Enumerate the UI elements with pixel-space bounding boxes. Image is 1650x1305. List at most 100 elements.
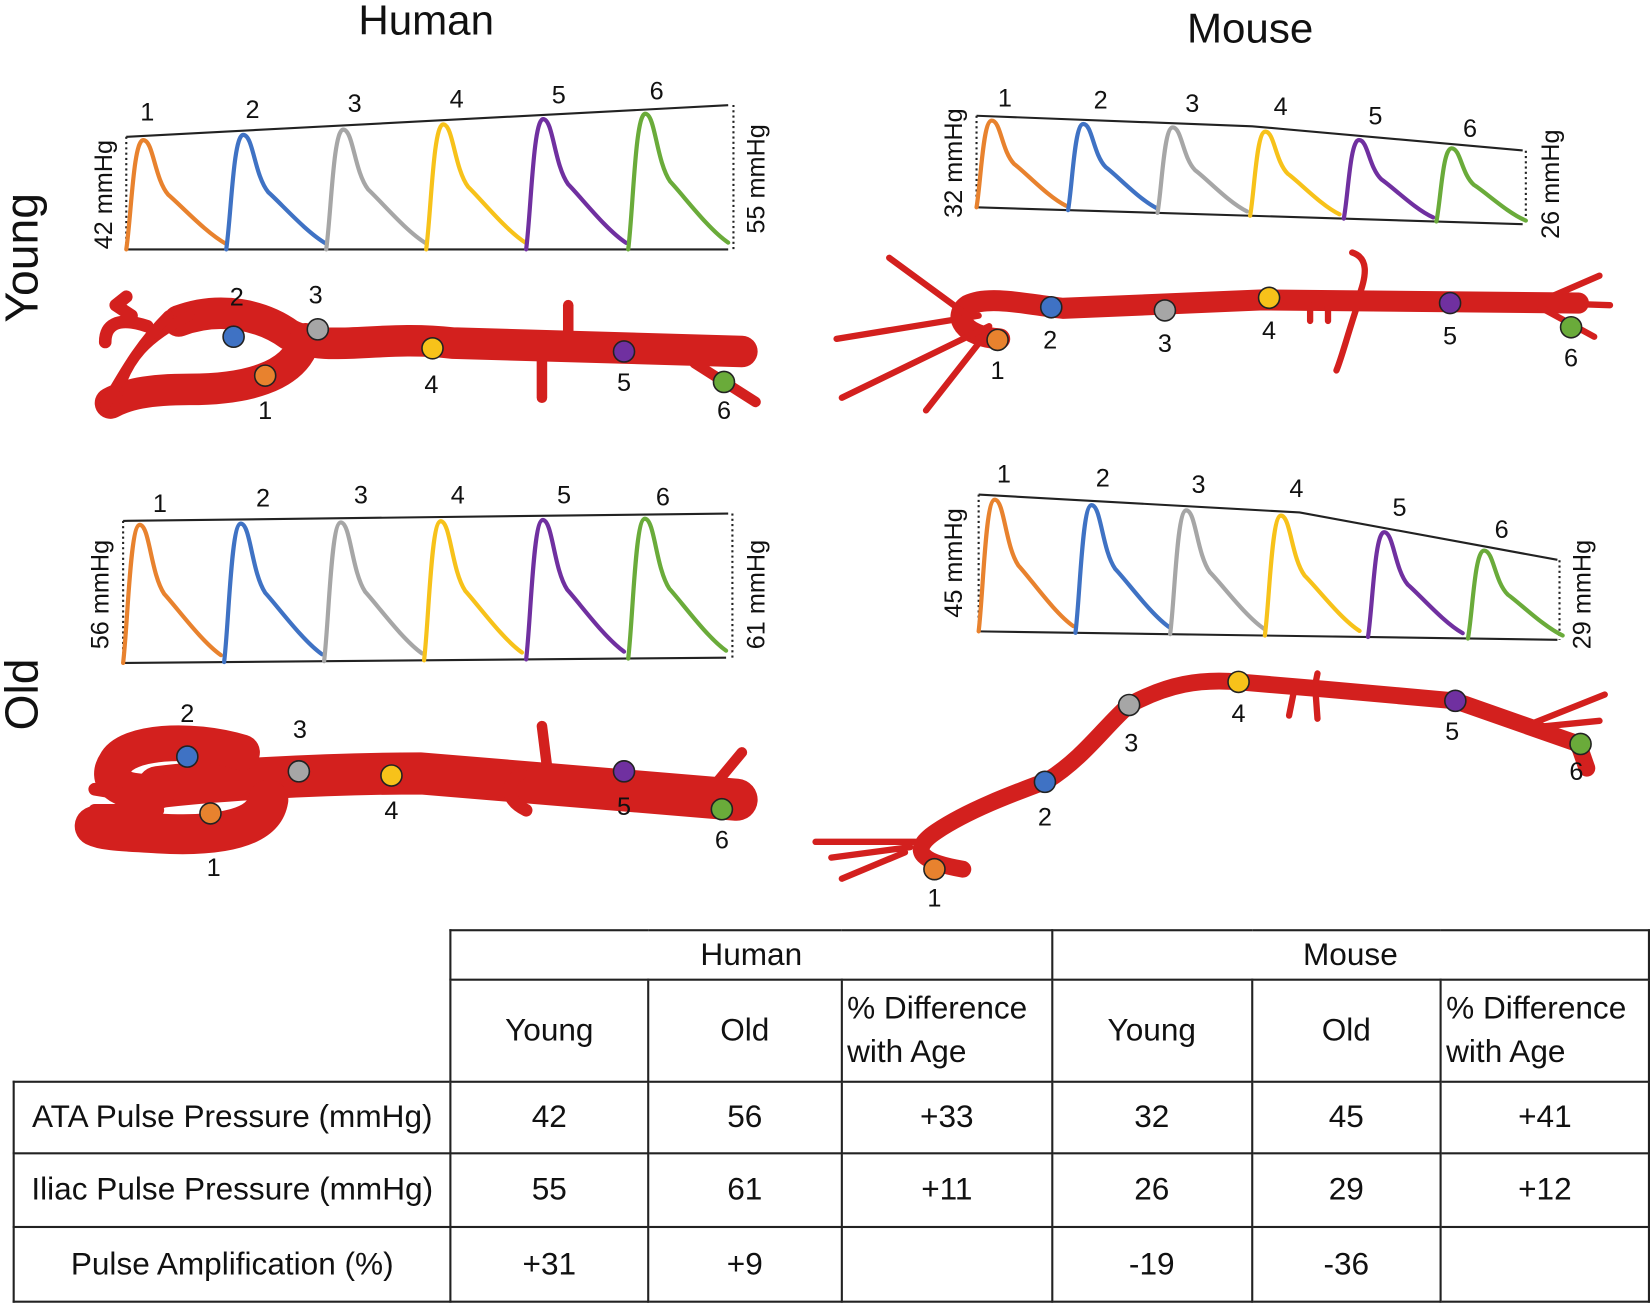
site-label: 3 xyxy=(1158,330,1172,358)
site-label: 5 xyxy=(617,369,631,397)
column-title: Mouse xyxy=(1187,5,1313,52)
table-cell xyxy=(14,930,451,979)
site-label: 3 xyxy=(309,281,323,309)
waveform-panel: 1 2 3 4 5 6 45 mmHg 29 mmHg xyxy=(940,460,1596,649)
table-cell: ATA Pulse Pressure (mmHg) xyxy=(12,1080,452,1155)
waveform xyxy=(1465,548,1565,641)
site-label: 3 xyxy=(1124,730,1138,758)
site-label: 4 xyxy=(450,86,464,114)
site-marker xyxy=(1227,670,1250,694)
site-marker xyxy=(287,760,311,783)
site-label: 5 xyxy=(552,81,566,109)
table-cell: Old xyxy=(646,978,843,1083)
table-cell: +11 xyxy=(840,1152,1053,1229)
table-cell: +9 xyxy=(646,1225,843,1303)
site-marker xyxy=(306,318,330,341)
table-cell: 61 xyxy=(646,1152,843,1229)
table-cell: % Difference with Age xyxy=(840,978,1053,1083)
site-marker xyxy=(923,857,946,881)
site-label: 6 xyxy=(1564,345,1578,373)
site-label: 2 xyxy=(1043,327,1057,355)
site-marker xyxy=(1569,732,1592,756)
table-cell: +31 xyxy=(449,1225,649,1303)
table-cell: 56 xyxy=(646,1080,843,1155)
site-label: 4 xyxy=(1232,700,1246,728)
site-label: 1 xyxy=(258,397,272,425)
site-marker xyxy=(253,364,277,387)
table-cell: 32 xyxy=(1050,1080,1253,1155)
waveform xyxy=(1262,513,1362,638)
waveform xyxy=(222,521,325,665)
pressure-label: 29 mmHg xyxy=(1568,540,1596,649)
pressure-label: 32 mmHg xyxy=(940,108,968,217)
site-marker xyxy=(712,370,736,394)
site-label: 4 xyxy=(1289,475,1303,503)
site-marker xyxy=(421,336,444,360)
table-cell: +33 xyxy=(840,1080,1053,1155)
site-marker xyxy=(222,325,245,349)
table-cell xyxy=(14,980,451,1082)
site-label: 3 xyxy=(348,90,362,118)
site-label: 5 xyxy=(617,793,631,821)
site-label: 5 xyxy=(557,481,571,509)
peak-line xyxy=(978,493,1558,561)
table-cell: 26 xyxy=(1050,1152,1253,1229)
waveform-panel: 1 2 3 4 5 6 42 mmHg 55 mmHg xyxy=(90,77,770,252)
waveform xyxy=(626,111,731,252)
peak-line xyxy=(126,104,729,138)
site-marker xyxy=(612,760,636,783)
waveform xyxy=(1065,121,1160,213)
table-cell: Human xyxy=(449,929,1053,981)
pressure-label: 61 mmHg xyxy=(742,540,770,649)
site-marker xyxy=(1117,693,1141,717)
site-label: 2 xyxy=(1096,465,1110,493)
table-cell xyxy=(840,1225,1053,1303)
table-cell xyxy=(1439,1225,1650,1303)
waveform xyxy=(1155,125,1250,215)
waveform xyxy=(322,520,425,664)
site-label: 1 xyxy=(153,490,167,518)
waveform xyxy=(976,497,1076,634)
site-label: 6 xyxy=(717,397,731,425)
table-cell: -36 xyxy=(1250,1225,1442,1303)
vessel-human-young xyxy=(94,290,761,419)
site-label: 4 xyxy=(451,481,465,509)
site-label: 3 xyxy=(293,716,307,744)
site-label: 1 xyxy=(997,460,1011,488)
table-cell: Old xyxy=(1250,978,1442,1083)
table-cell: 42 xyxy=(449,1080,649,1155)
site-label: 4 xyxy=(1274,93,1288,121)
row-title: Old xyxy=(0,658,47,730)
table-cell: Mouse xyxy=(1050,929,1650,981)
peak-line xyxy=(123,512,729,522)
row-title: Young xyxy=(0,193,47,323)
site-label: 3 xyxy=(1185,90,1199,118)
site-label: 1 xyxy=(991,357,1005,385)
site-label: 2 xyxy=(180,700,194,728)
site-marker xyxy=(1438,291,1462,315)
vessel-mouse-young xyxy=(833,249,1614,414)
pressure-label: 45 mmHg xyxy=(940,508,968,617)
site-label: 6 xyxy=(715,827,729,855)
site-label: 3 xyxy=(1192,471,1206,499)
site-label: 1 xyxy=(207,854,221,882)
site-marker xyxy=(1033,770,1057,794)
diagram: Human Mouse Young Old xyxy=(0,0,1614,912)
pressure-label: 56 mmHg xyxy=(87,540,115,649)
site-label: 1 xyxy=(140,98,154,126)
site-marker xyxy=(199,802,222,825)
site-marker xyxy=(1559,315,1583,339)
waveform xyxy=(1073,502,1173,635)
waveform xyxy=(626,516,729,661)
site-marker xyxy=(1444,689,1467,713)
site-label: 5 xyxy=(1368,103,1382,131)
peak-line xyxy=(976,114,1523,152)
site-label: 3 xyxy=(354,481,368,509)
site-label: 2 xyxy=(246,96,260,124)
pressure-label: 42 mmHg xyxy=(90,140,118,249)
waveform xyxy=(224,132,329,252)
table-cell: Young xyxy=(449,978,649,1083)
waveform xyxy=(424,122,529,252)
waveform xyxy=(1168,508,1267,637)
waveform xyxy=(524,117,629,252)
